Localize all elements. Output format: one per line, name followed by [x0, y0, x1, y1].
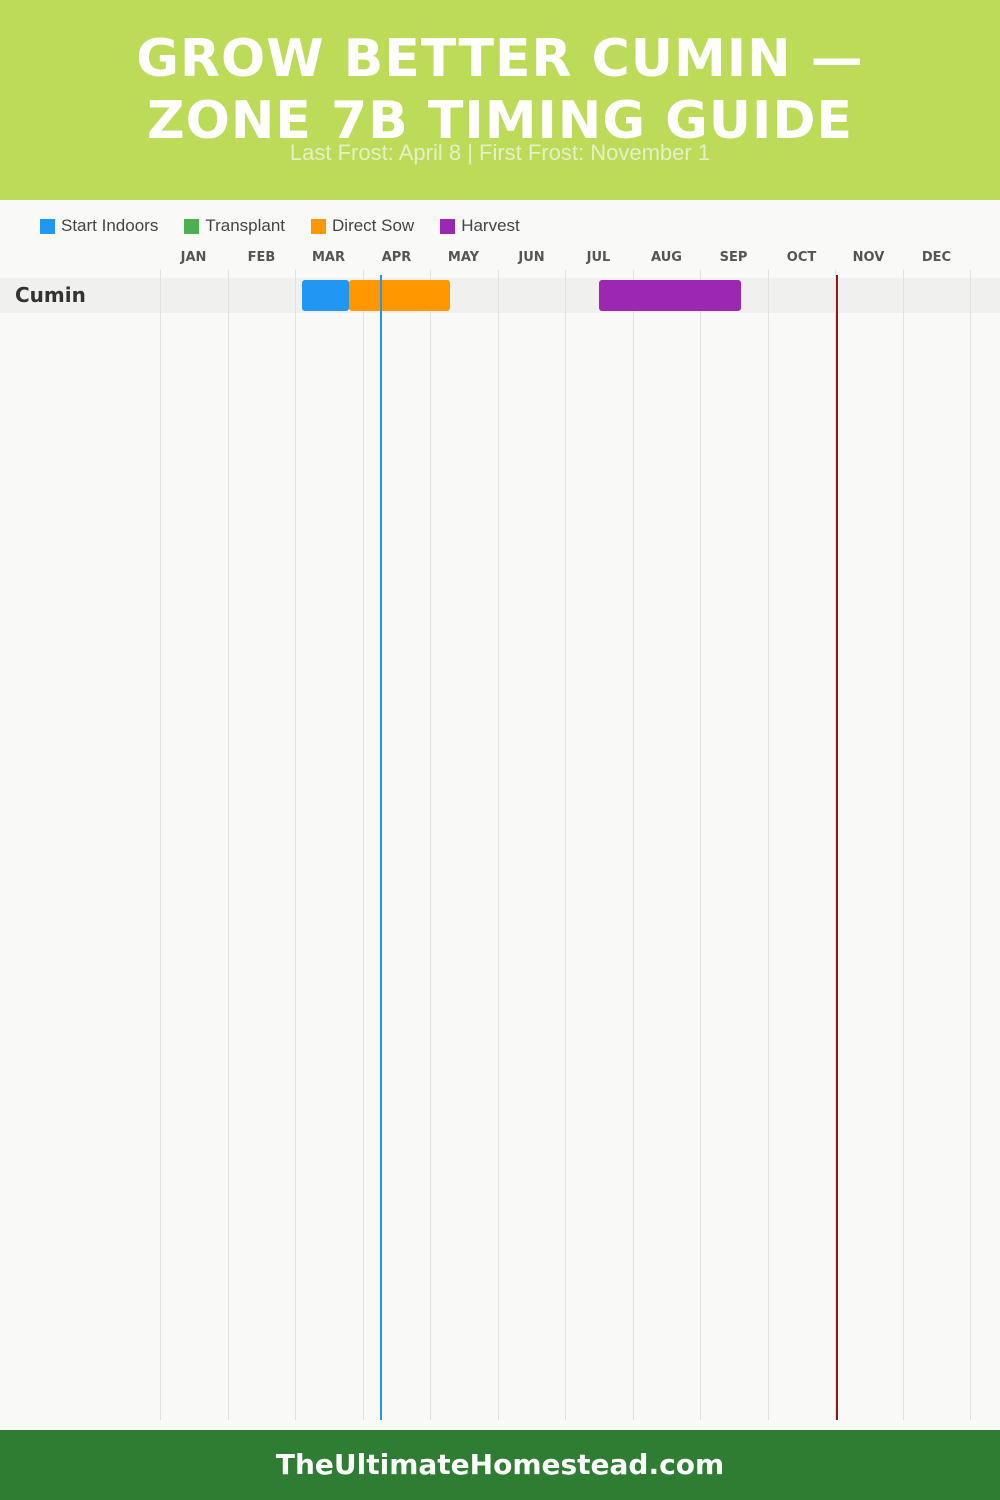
- gridline: [633, 270, 634, 1420]
- page-title: GROW BETTER CUMIN — ZONE 7B TIMING GUIDE: [136, 29, 864, 151]
- month-label-may: MAY: [447, 250, 480, 265]
- legend-label-start-indoors: Start Indoors: [61, 216, 159, 235]
- gridline: [498, 270, 499, 1420]
- legend-label-transplant: Transplant: [205, 216, 286, 235]
- bar-cumin-start-indoors: [302, 280, 349, 311]
- gridline: [700, 270, 701, 1420]
- gridline: [970, 270, 971, 1420]
- month-label-dec: DEC: [921, 250, 952, 265]
- header-banner: GROW BETTER CUMIN — ZONE 7B TIMING GUIDE…: [0, 0, 1000, 200]
- bar-cumin-harvest: [599, 280, 741, 311]
- gridline: [295, 270, 296, 1420]
- last-frost-line: [380, 275, 382, 1420]
- gridline: [768, 270, 769, 1420]
- legend-swatch-start-indoors: [40, 218, 55, 234]
- legend-swatch-direct-sow: [311, 218, 327, 234]
- first-frost-line: [836, 275, 838, 1420]
- month-label-nov: NOV: [852, 250, 885, 265]
- month-label-apr: APR: [381, 250, 412, 265]
- legend: Start Indoors Transplant Direct Sow Harv…: [40, 214, 546, 238]
- row-label-cumin: Cumin: [15, 283, 86, 307]
- legend-swatch-transplant: [184, 218, 200, 234]
- month-label-jun: JUN: [518, 250, 545, 265]
- legend-item-start-indoors: Start Indoors: [40, 216, 158, 236]
- footer-site-link[interactable]: TheUltimateHomestead.com: [275, 1448, 725, 1481]
- legend-label-harvest: Harvest: [461, 216, 520, 235]
- legend-label-direct-sow: Direct Sow: [332, 216, 415, 235]
- gridline: [160, 270, 161, 1420]
- month-label-mar: MAR: [311, 250, 345, 265]
- month-label-oct: OCT: [786, 250, 817, 265]
- gridline: [363, 270, 364, 1420]
- gridline: [228, 270, 229, 1420]
- legend-item-direct-sow: Direct Sow: [311, 216, 414, 236]
- gridline: [835, 270, 836, 1420]
- legend-item-harvest: Harvest: [440, 216, 520, 236]
- legend-swatch-harvest: [440, 218, 456, 234]
- month-label-sep: SEP: [719, 250, 748, 265]
- frost-dates-subtitle: Last Frost: April 8 | First Frost: Novem…: [289, 140, 711, 165]
- footer-banner: TheUltimateHomestead.com: [0, 1430, 1000, 1500]
- bar-cumin-direct-sow: [349, 280, 450, 311]
- gridline: [565, 270, 566, 1420]
- gridline: [430, 270, 431, 1420]
- month-label-jan: JAN: [180, 250, 207, 265]
- month-label-feb: FEB: [247, 250, 276, 265]
- gridline: [903, 270, 904, 1420]
- month-label-aug: AUG: [651, 250, 682, 265]
- legend-item-transplant: Transplant: [184, 216, 285, 236]
- month-label-jul: JUL: [586, 250, 611, 265]
- chart-row-band: [0, 278, 1000, 313]
